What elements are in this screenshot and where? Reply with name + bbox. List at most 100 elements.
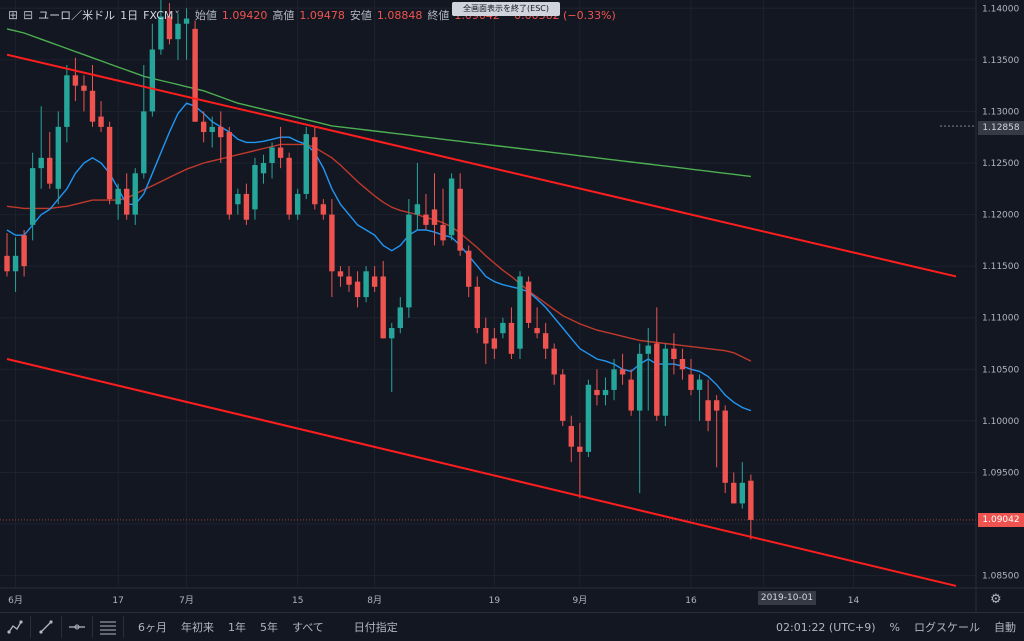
candle-body [243, 193, 250, 220]
x-tick-label: 6月 [8, 595, 23, 606]
candle-body [346, 276, 352, 285]
candle-body [55, 126, 61, 189]
date-range-button[interactable]: 日付指定 [353, 621, 398, 634]
candle-body [81, 85, 87, 91]
candle-body [371, 276, 378, 287]
candle-body [491, 338, 498, 349]
candle-body [320, 204, 327, 215]
candle-body [397, 307, 403, 329]
candle-body [551, 348, 557, 375]
candle-body [611, 369, 617, 390]
candle-body [739, 482, 745, 504]
candle-body [688, 374, 694, 390]
log-scale-toggle[interactable]: ログスケール [914, 621, 980, 634]
candle-body [423, 214, 429, 225]
compare-icon[interactable]: ⊟ [23, 8, 34, 22]
range-5y[interactable]: 5年 [260, 621, 278, 634]
y-tick-label: 1.08500 [982, 572, 1019, 582]
price-chart[interactable]: 1.14000 1.13500 1.13000 1.12500 1.12000 1.115… [0, 0, 1024, 612]
x-tick-label: 15 [292, 596, 303, 606]
y-tick-label: 1.12500 [982, 159, 1019, 169]
x-tick-label: 17 [112, 596, 123, 606]
candle-body [500, 322, 506, 334]
candle-body [200, 121, 207, 133]
expand-icon[interactable]: ⊞ [8, 8, 19, 22]
y-tick-label: 1.11500 [982, 262, 1019, 272]
candle-body [235, 193, 241, 205]
candle-body [619, 369, 626, 375]
chevron-down-icon[interactable]: ˅ [174, 8, 180, 22]
x-tick-label: 19 [489, 596, 501, 606]
candle-body [141, 111, 147, 174]
trend-line-icon[interactable] [31, 616, 62, 638]
candle-body [542, 333, 549, 349]
candle-body [466, 250, 472, 287]
x-tick-label: 8月 [367, 595, 382, 606]
high-value: 1.09478 [299, 8, 345, 22]
y-tick-label: 1.13500 [982, 56, 1019, 66]
y-tick-label: 1.11000 [982, 314, 1019, 324]
candle-body [731, 482, 737, 504]
candle-body [354, 281, 361, 298]
auto-scale-toggle[interactable]: 自動 [994, 621, 1016, 634]
fib-tool-icon[interactable] [93, 616, 124, 638]
range-6m[interactable]: 6ヶ月 [138, 621, 167, 634]
candle-body [448, 178, 455, 236]
candle-body [12, 255, 19, 272]
x-tick-label: 14 [848, 596, 860, 606]
candle-body [64, 75, 70, 127]
high-label: 高値 [272, 9, 295, 22]
candle-body [29, 168, 36, 225]
candle-body [329, 214, 335, 272]
candle-body [637, 353, 643, 411]
candle-body [260, 162, 267, 174]
range-ytd[interactable]: 年初来 [181, 621, 214, 634]
candle-body [89, 90, 96, 122]
candle-body [47, 157, 53, 184]
bottom-toolbar: 6ヶ月 年初来 1年 5年 すべて 日付指定 02:01:22 (UTC+9) … [0, 612, 1024, 641]
candle-body [252, 165, 258, 210]
y-tick-label: 1.10500 [982, 365, 1019, 375]
candle-body [106, 126, 113, 200]
candle-body [124, 188, 130, 215]
candle-body [483, 328, 489, 344]
source-label[interactable]: FXCM [143, 8, 174, 22]
candle-body [457, 188, 463, 251]
candle-body [748, 480, 754, 520]
pattern-tool-icon[interactable] [0, 616, 31, 638]
candle-body [713, 400, 720, 411]
candle-body [525, 281, 532, 323]
candle-body [705, 400, 711, 421]
close-label: 終値 [427, 9, 450, 22]
candle-body [115, 188, 121, 205]
y-tick-label: 1.10000 [982, 417, 1019, 427]
candle-body [72, 75, 79, 86]
x-tick-label: 9月 [572, 595, 587, 606]
candle-body [295, 193, 301, 215]
candle-body [594, 389, 600, 396]
candle-body [585, 384, 592, 452]
x-tick-label: 7月 [179, 595, 194, 606]
range-all[interactable]: すべて [292, 621, 324, 634]
symbol-name[interactable]: ユーロ／米ドル [38, 9, 116, 22]
candle-body [363, 271, 369, 298]
candle-body [286, 157, 292, 215]
candle-body [406, 214, 412, 308]
last-price-tag: 1.09042 [978, 513, 1024, 527]
candle-body [508, 322, 515, 354]
range-1y[interactable]: 1年 [228, 621, 246, 634]
percent-toggle[interactable]: % [889, 620, 900, 634]
candle-body [183, 18, 190, 24]
candle-body [654, 343, 660, 416]
low-value: 1.08848 [376, 8, 423, 22]
horizontal-line-icon[interactable] [62, 616, 93, 638]
y-tick-label: 1.12000 [982, 211, 1019, 221]
candle-body [209, 126, 215, 133]
date-crosshair-tag: 2019-10-01 [758, 591, 816, 605]
exit-fullscreen-button[interactable]: 全画面表示を終了(ESC) [452, 2, 560, 16]
candle-body [380, 276, 386, 339]
interval-label[interactable]: 1日 [120, 9, 139, 22]
open-label: 始値 [194, 9, 217, 22]
candle-body [431, 209, 438, 225]
gear-icon[interactable]: ⚙ [990, 592, 1002, 607]
